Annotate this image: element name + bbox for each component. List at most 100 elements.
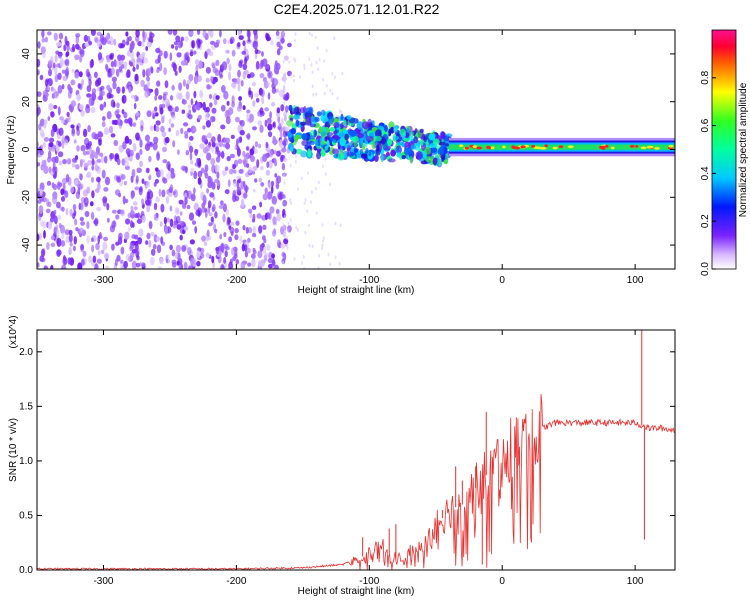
spectrogram-cell: [220, 124, 226, 130]
spectrogram-cell: [287, 221, 290, 226]
spectrogram-cell: [332, 138, 340, 143]
spectrogram-cell: [104, 176, 111, 186]
spectrogram-cell: [294, 134, 302, 140]
spectrogram-cell: [75, 227, 79, 232]
spectrogram-cell: [94, 71, 98, 79]
spectrogram-cell: [155, 125, 160, 132]
spectrogram-cell: [275, 150, 281, 157]
spectrogram-cell: [149, 125, 154, 132]
spectrogram-cell: [91, 164, 94, 171]
spectrogram-cell: [180, 40, 183, 48]
spectrogram-cell: [57, 85, 63, 94]
spectrogram-cell: [322, 77, 325, 82]
spectrogram-cell: [124, 231, 130, 240]
spectrogram-cell: [310, 63, 313, 67]
spectrogram-cell: [142, 69, 146, 78]
spectrogram-cell: [219, 233, 223, 240]
spectrogram-cell: [539, 146, 547, 150]
spectrogram-cell: [318, 57, 321, 62]
spectrogram-cell: [72, 203, 77, 211]
spectrogram-cell: [459, 144, 464, 148]
spectrogram-cell: [136, 167, 142, 174]
spectrogram-cell: [239, 136, 243, 143]
spectrogram-cell: [71, 127, 75, 135]
spectrogram-cell: [178, 65, 182, 74]
spectrogram-cell: [196, 157, 200, 164]
spectrogram-cell: [293, 106, 302, 116]
spectrogram-cell: [182, 79, 186, 87]
spectrogram-cell: [86, 85, 92, 93]
spectrogram-cell: [261, 51, 264, 57]
spectrogram-cell: [259, 73, 265, 79]
spectrogram-cell: [255, 60, 260, 70]
spectrogram-cell: [47, 31, 52, 36]
spectrogram-cell: [272, 78, 275, 87]
spectrogram-cell: [134, 186, 140, 191]
spectrogram-cell: [119, 259, 124, 264]
spectrogram-cell: [464, 146, 469, 150]
spectrogram-cell: [338, 109, 341, 113]
spectrogram-cell: [164, 136, 170, 144]
spectrogram-cell: [215, 146, 220, 152]
snr-plot-area: [37, 330, 675, 570]
spectrogram-cell: [257, 120, 263, 126]
spectrogram-cell: [267, 191, 273, 200]
spectrogram-cell: [58, 160, 62, 166]
spectrogram-cell: [433, 157, 439, 163]
spectrogram-cell: [113, 38, 117, 46]
spectrogram-cell: [239, 235, 243, 244]
spectrogram-cell: [62, 159, 67, 165]
spectrogram-cell: [165, 196, 170, 204]
spectrogram-cell: [156, 236, 161, 242]
spectrogram-cell: [196, 101, 201, 111]
spectrogram-cell: [69, 242, 73, 247]
spectrogram-cell: [321, 109, 326, 116]
spectrogram-cell: [50, 146, 56, 152]
spectrogram-cell: [246, 73, 251, 79]
spectrogram-cell: [236, 189, 241, 194]
spectrogram-cell: [210, 216, 214, 223]
spectrogram-cell: [79, 104, 84, 111]
spectrogram-cell: [184, 51, 190, 57]
spectrogram-cell: [141, 215, 146, 223]
spectrogram-cell: [286, 236, 289, 240]
spectrogram-cell: [153, 136, 159, 144]
spectrogram-cell: [271, 87, 277, 94]
spectrogram-cell: [37, 199, 42, 204]
spectrogram-cell: [212, 203, 216, 212]
spectrogram-cell: [251, 205, 257, 210]
spectrogram-cell: [282, 130, 288, 138]
spectrogram-cell: [70, 100, 77, 108]
spectrogram-cell: [281, 76, 287, 82]
spectrogram-y-axis: -40 -20 0 20 40: [21, 48, 675, 252]
spectrogram-cell: [111, 243, 115, 251]
spectrogram-cell: [135, 262, 141, 268]
spectrogram-cell: [61, 264, 67, 269]
spectrogram-cell: [252, 40, 258, 50]
spectrogram-cell: [116, 68, 120, 77]
spectrogram-cell: [294, 154, 297, 158]
spectrogram-cell: [121, 64, 125, 69]
spectrogram-cell: [238, 96, 243, 101]
spectrogram-cell: [193, 50, 197, 55]
spectrogram-cell: [191, 220, 197, 225]
spectrogram-cell: [201, 207, 206, 214]
spectrogram-cell: [99, 232, 102, 239]
spectrogram-cell: [146, 232, 151, 240]
spectrogram-cell: [208, 30, 213, 36]
spectrogram-cell: [107, 40, 112, 45]
spectrogram-cell: [312, 155, 315, 160]
spectrogram-cell: [91, 88, 97, 94]
spectrogram-cell: [218, 205, 224, 209]
spectrogram-cell: [295, 226, 298, 230]
spectrogram-cell: [293, 78, 295, 83]
spectrogram-cells: [37, 30, 675, 269]
spectrogram-cell: [668, 144, 674, 148]
spectrogram-cell: [302, 254, 305, 259]
spectrogram-cell: [172, 191, 176, 195]
spectrogram-cell: [262, 235, 266, 241]
spectrogram-cell: [40, 46, 46, 55]
spectrogram-cell: [234, 79, 238, 84]
spectrogram-cell: [314, 116, 320, 123]
spectrogram-cell: [124, 198, 129, 204]
